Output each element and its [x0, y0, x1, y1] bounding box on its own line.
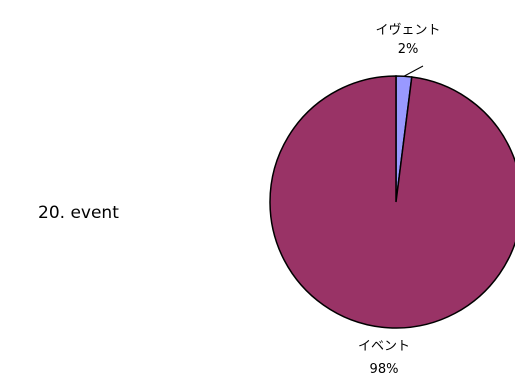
chart-side-label: 20. event: [38, 203, 119, 223]
slice-value-iventu: 2%: [398, 42, 419, 57]
slice-label-iventu: イヴェント: [375, 22, 440, 38]
slice-value-ibento: 98%: [370, 362, 399, 377]
leader-line: [403, 65, 424, 77]
slice-label-ibento: イベント: [358, 339, 410, 354]
pie-slice-1: [269, 75, 515, 329]
